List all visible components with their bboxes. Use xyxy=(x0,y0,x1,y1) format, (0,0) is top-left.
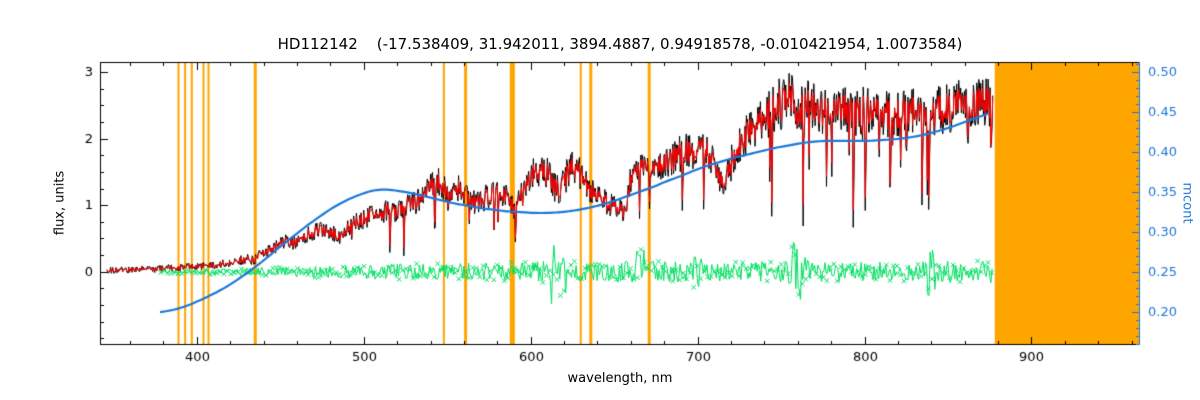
y-axis-label-left: flux, units xyxy=(52,170,68,236)
x-axis-label: wavelength, nm xyxy=(567,371,673,386)
y-axis-label-right: mcont xyxy=(1179,182,1195,224)
chart-title: HD112142 (-17.538409, 31.942011, 3894.48… xyxy=(277,35,963,53)
